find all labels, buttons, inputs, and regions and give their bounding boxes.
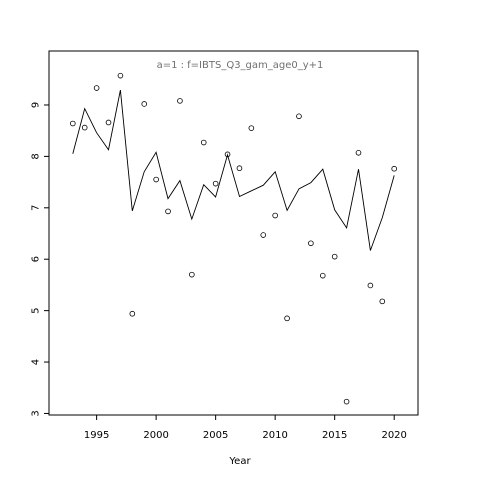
series-layer [70, 72, 397, 405]
x-tick-label: 2020 [381, 430, 406, 441]
chart-title: a=1 : f=IBTS_Q3_gam_age0_y+1 [157, 60, 324, 71]
data-point [224, 151, 231, 158]
data-point [236, 165, 243, 172]
y-tick-label: 4 [31, 359, 42, 365]
data-point [248, 125, 255, 131]
y-tick-label: 6 [31, 256, 42, 262]
data-point [70, 120, 76, 127]
data-point [379, 298, 386, 305]
data-point [81, 124, 88, 131]
data-point [141, 101, 148, 107]
data-point [284, 315, 290, 322]
data-point [355, 149, 362, 156]
data-point [177, 98, 183, 104]
x-tick-label: 1995 [84, 430, 109, 441]
data-point [200, 139, 207, 146]
series-line [72, 90, 395, 251]
y-tick-label: 3 [31, 410, 42, 416]
data-point [391, 165, 397, 172]
y-tick-label: 9 [31, 102, 42, 108]
data-point [343, 398, 350, 405]
x-axis-title: Year [228, 456, 251, 467]
data-point [308, 240, 314, 247]
data-point [129, 310, 136, 317]
y-tick-label: 7 [31, 205, 42, 211]
x-tick-label: 2010 [262, 430, 287, 441]
data-point [165, 208, 171, 215]
data-point [189, 271, 195, 278]
data-point [260, 232, 267, 238]
x-tick-label: 2015 [322, 430, 347, 441]
x-axis: 1995 2000 2005 2010 2015 2020 [84, 415, 407, 441]
y-tick-label: 8 [31, 153, 42, 159]
x-tick-label: 2000 [143, 430, 168, 441]
data-point [272, 212, 278, 219]
data-point [212, 180, 219, 187]
y-tick-label: 5 [31, 307, 42, 313]
data-point [331, 253, 338, 260]
data-point [296, 113, 302, 120]
data-point [93, 85, 100, 91]
y-axis: 3 4 5 6 7 8 9 [31, 102, 49, 417]
data-point [153, 176, 159, 183]
data-point [319, 272, 326, 279]
data-point [117, 72, 124, 79]
x-tick-label: 2005 [203, 430, 228, 441]
data-point [367, 282, 374, 289]
data-point [105, 119, 112, 126]
plot-frame [48, 50, 419, 416]
